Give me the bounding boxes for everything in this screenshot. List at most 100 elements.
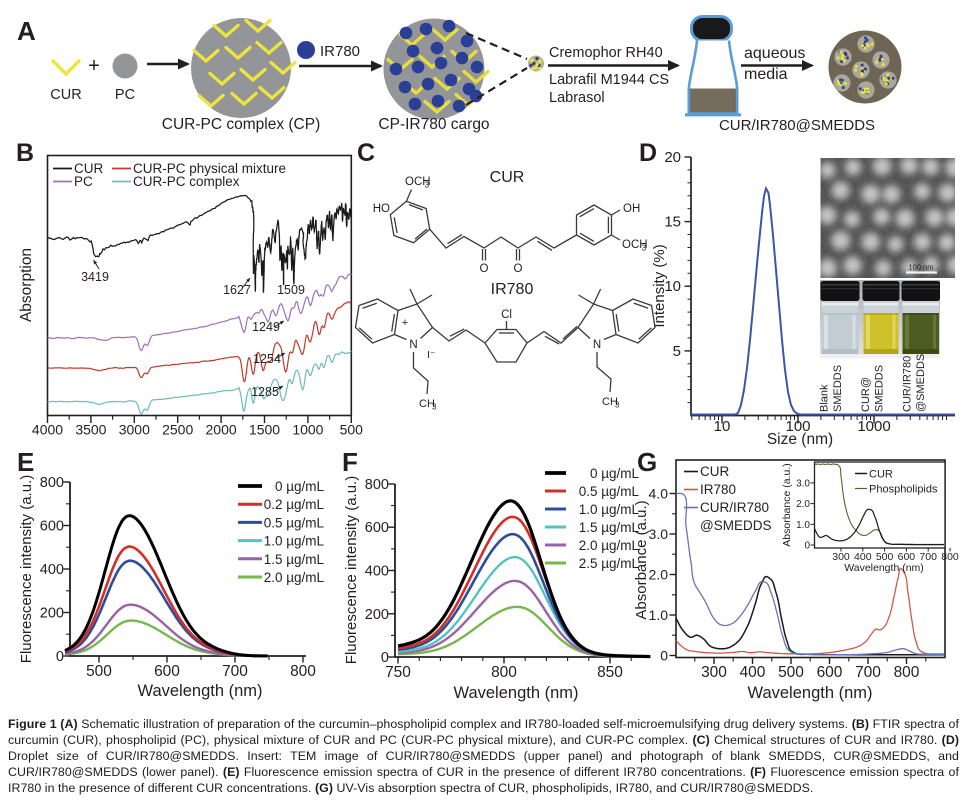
svg-text:CUR@: CUR@ [860, 377, 872, 412]
svg-text:500: 500 [340, 422, 364, 438]
svg-text:4.0: 4.0 [649, 486, 669, 502]
svg-text:N: N [409, 339, 417, 351]
svg-text:1.5 µg/mL: 1.5 µg/mL [579, 520, 640, 535]
svg-text:+: + [402, 317, 408, 329]
svg-text:1627: 1627 [223, 283, 251, 297]
svg-text:850: 850 [597, 664, 623, 681]
svg-text:IR780: IR780 [491, 281, 534, 298]
svg-text:10: 10 [714, 418, 731, 435]
svg-text:1.0 µg/mL: 1.0 µg/mL [579, 502, 640, 517]
svg-text:600: 600 [154, 663, 180, 680]
svg-text:500: 500 [778, 664, 804, 681]
svg-text:600: 600 [898, 551, 916, 563]
svg-text:3: 3 [642, 244, 647, 253]
svg-text:300: 300 [832, 551, 850, 563]
svg-text:1.5 µg/mL: 1.5 µg/mL [264, 552, 325, 567]
svg-text:3.0: 3.0 [649, 526, 669, 542]
svg-text:2.0 µg/mL: 2.0 µg/mL [264, 570, 325, 585]
svg-text:3: 3 [425, 181, 430, 190]
svg-text:800: 800 [491, 664, 517, 681]
svg-text:700: 700 [919, 551, 937, 563]
svg-text:G: G [637, 447, 657, 477]
svg-text:400: 400 [365, 564, 389, 580]
svg-text:3419: 3419 [81, 270, 109, 284]
svg-text:O: O [480, 263, 489, 275]
svg-text:Cremophor RH40: Cremophor RH40 [549, 45, 663, 61]
svg-text:1.0: 1.0 [649, 607, 669, 623]
svg-text:400: 400 [740, 664, 766, 681]
svg-text:Labrasol: Labrasol [549, 90, 605, 106]
svg-text:600: 600 [365, 520, 389, 536]
svg-text:15: 15 [664, 214, 681, 231]
svg-text:800: 800 [894, 664, 920, 681]
svg-text:F: F [342, 447, 358, 477]
svg-text:0.5 µg/mL: 0.5 µg/mL [579, 484, 640, 499]
svg-text:CUR/IR780@SMEDDS: CUR/IR780@SMEDDS [719, 117, 875, 134]
svg-text:Wavelength (nm): Wavelength (nm) [453, 684, 578, 702]
svg-text:500: 500 [876, 551, 894, 563]
svg-text:1500: 1500 [249, 422, 280, 438]
svg-text:Phospholipids: Phospholipids [869, 484, 938, 496]
svg-text:2.5 µg/mL: 2.5 µg/mL [579, 556, 640, 571]
svg-text:2.0 µg/mL: 2.0 µg/mL [579, 538, 640, 553]
svg-text:750: 750 [385, 664, 411, 681]
svg-text:1.0: 1.0 [796, 520, 810, 531]
svg-text:SMEDDS: SMEDDS [832, 365, 844, 412]
svg-text:2.0: 2.0 [649, 567, 669, 583]
svg-text:media: media [744, 66, 788, 83]
svg-text:200: 200 [40, 606, 64, 622]
svg-text:0: 0 [804, 541, 810, 552]
svg-text:PC: PC [115, 87, 135, 103]
svg-text:Absorbance (a.u.): Absorbance (a.u.) [781, 463, 793, 546]
svg-text:Wavelength (nm): Wavelength (nm) [747, 684, 872, 702]
svg-text:2000: 2000 [206, 422, 237, 438]
svg-text:CUR: CUR [74, 161, 103, 176]
svg-text:1000: 1000 [292, 422, 323, 438]
svg-text:2500: 2500 [162, 422, 193, 438]
svg-text:CUR: CUR [490, 169, 525, 186]
svg-text:2.0: 2.0 [796, 499, 810, 510]
svg-text:CUR/IR780: CUR/IR780 [700, 500, 769, 515]
svg-text:100: 100 [785, 418, 810, 435]
svg-text:CUR: CUR [700, 464, 729, 479]
svg-text:5: 5 [673, 343, 681, 360]
svg-text:N: N [593, 339, 601, 351]
svg-text:SMEDDS: SMEDDS [874, 365, 886, 412]
svg-text:700: 700 [222, 663, 248, 680]
svg-text:Absorbance (a.u.): Absorbance (a.u.) [633, 500, 650, 619]
svg-text:400: 400 [40, 562, 64, 578]
svg-text:CUR/IR780: CUR/IR780 [902, 356, 914, 412]
svg-text:OCH: OCH [622, 239, 648, 251]
svg-text:Fluorescence intensity (a.u.): Fluorescence intensity (a.u.) [18, 475, 35, 663]
svg-text:10: 10 [664, 278, 681, 295]
svg-text:CP-IR780 cargo: CP-IR780 cargo [378, 116, 489, 133]
svg-text:3000: 3000 [119, 422, 150, 438]
svg-text:0 µg/mL: 0 µg/mL [590, 466, 640, 481]
svg-text:B: B [16, 139, 34, 167]
svg-text:700: 700 [855, 664, 881, 681]
svg-text:C: C [357, 139, 375, 167]
svg-text:OH: OH [623, 203, 640, 215]
svg-text:0 µg/mL: 0 µg/mL [275, 479, 325, 494]
svg-text:CUR: CUR [50, 87, 81, 103]
svg-text:I⁻: I⁻ [427, 349, 436, 361]
svg-text:800: 800 [40, 475, 64, 491]
svg-text:3500: 3500 [75, 422, 106, 438]
svg-text:0.2 µg/mL: 0.2 µg/mL [264, 497, 325, 512]
svg-text:1.0 µg/mL: 1.0 µg/mL [264, 534, 325, 549]
svg-text:3: 3 [615, 401, 620, 410]
svg-text:+: + [88, 55, 100, 77]
svg-text:100 nm: 100 nm [908, 263, 933, 272]
svg-text:Cl: Cl [501, 309, 512, 321]
svg-text:600: 600 [40, 519, 64, 535]
svg-text:HO: HO [373, 203, 390, 215]
svg-text:O: O [514, 263, 523, 275]
svg-text:CUR-PC complex: CUR-PC complex [133, 174, 240, 189]
svg-text:800: 800 [365, 477, 389, 493]
svg-text:@SMEDDS: @SMEDDS [915, 354, 927, 412]
svg-text:400: 400 [854, 551, 872, 563]
svg-text:3: 3 [432, 403, 437, 412]
svg-text:800: 800 [941, 551, 959, 563]
svg-text:0: 0 [56, 649, 64, 665]
svg-text:20: 20 [664, 149, 681, 166]
